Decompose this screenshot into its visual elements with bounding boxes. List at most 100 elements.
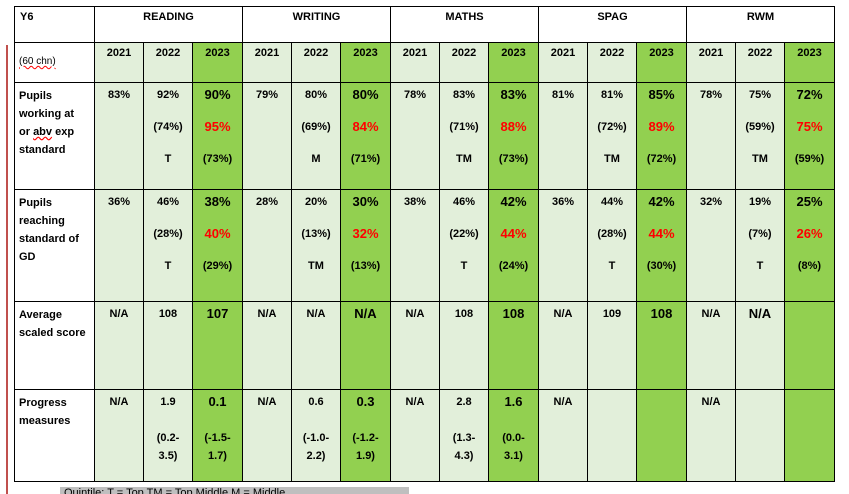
row-label-line: standard of [19,233,79,245]
cell-value: 19% [748,196,772,208]
cell-spag-2022: 44% (28%) T [587,189,637,302]
row-label-line: Pupils [19,90,53,102]
cell-value: 75% [796,119,823,134]
cell-value: 109 [602,308,622,320]
cell-value: N/A [748,306,772,321]
cell-value: (0.2- [156,432,180,444]
cell-value: 42% [648,194,675,209]
cell-writing-2023: 0.3 (-1.2- 1.9) [340,389,391,482]
row-label-expected-standard: Pupils working at or abv exp standard [14,82,95,190]
cell-value: 38% [403,196,427,208]
cell-value: 4.3) [454,450,474,462]
cell-rwm-2021: N/A [686,389,736,482]
cell-writing-2021: 79% [242,82,292,190]
cell-rwm-2021: 32% [686,189,736,302]
year-heading-spag-2023: 2023 [636,42,687,83]
cell-rwm-2021: N/A [686,301,736,390]
cell-value: 46% [156,196,180,208]
cell-value: TM [456,153,472,165]
cell-maths-2021: 78% [390,82,440,190]
cell-value [489,412,538,428]
row-label-line: measures [19,415,71,427]
cell-value: N/A [257,308,277,320]
row-label-line: Progress [19,397,67,409]
cell-reading-2023: 38% 40% (29%) [192,189,243,302]
row-progress-measures: Progress measures N/A 1.9 (0.2- 3.5) 0.1 (-1.… [14,389,835,482]
cell-value: T [460,260,468,272]
cell-value: 46% [452,196,476,208]
subject-heading-rwm: RWM [686,6,835,43]
cell-value: TM [604,153,620,165]
row-label-line: scaled score [19,327,86,339]
cell-value: (28%) [153,228,183,240]
cell-maths-2022: 46% (22%) T [439,189,489,302]
cell-value: 44% [600,196,624,208]
cell-writing-2021: N/A [242,389,292,482]
cell-writing-2023: 80% 84% (71%) [340,82,391,190]
cell-value: 108 [650,306,673,321]
cell-maths-2022: 108 [439,301,489,390]
cell-rwm-2023: 72% 75% (59%) [784,82,835,190]
cell-reading-2022: 92% (74%) T [143,82,193,190]
cell-rwm-2022: 19% (7%) T [735,189,785,302]
year-heading-writing-2021: 2021 [242,42,292,83]
row-scaled-score: Average scaled score N/A 108 107 N/A N/A N/A N/A… [14,301,835,390]
row-label-line: or abv exp [19,126,75,138]
cell-value: TM [308,260,324,272]
cell-maths-2021: 38% [390,189,440,302]
row-label-line: Pupils [19,197,53,209]
cell-maths-2022: 2.8 (1.3- 4.3) [439,389,489,482]
cell-maths-2021: N/A [390,389,440,482]
cell-value: TM [752,153,768,165]
row-label-line: GD [19,251,36,263]
year-heading-maths-2023: 2023 [488,42,539,83]
cell-value: 95% [204,119,231,134]
cell-reading-2023: 90% 95% (73%) [192,82,243,190]
cell-value: N/A [701,308,721,320]
year-heading-rwm-2022: 2022 [735,42,785,83]
cell-writing-2022: 80% (69%) M [291,82,341,190]
cell-value: 75% [748,89,772,101]
subject-header-row: Y6 READING WRITING MATHS SPAG RWM [14,6,835,43]
cell-value: 72% [796,87,823,102]
cell-value: (-1.0- [302,432,330,444]
cell-reading-2022: 1.9 (0.2- 3.5) [143,389,193,482]
cell-value: N/A [405,308,425,320]
cell-value: 3.1) [504,450,523,462]
cell-value: N/A [257,396,277,408]
cell-rwm-2023: 25% 26% (8%) [784,189,835,302]
row-label-line: Average [19,309,63,321]
cell-value: N/A [553,308,573,320]
cell-value: 0.3 [356,394,375,409]
cell-spag-2023: 85% 89% (72%) [636,82,687,190]
cell-reading-2021: 36% [94,189,144,302]
results-table: Y6 READING WRITING MATHS SPAG RWM (60 ch… [14,6,835,482]
row-label-progress-measures: Progress measures [14,389,95,482]
cell-value: 0.6 [308,396,324,408]
cell-value: N/A [109,308,129,320]
cell-value [341,412,390,428]
cell-value: (13%) [350,260,381,272]
cell-value: T [164,153,172,165]
cell-value: 44% [648,226,675,241]
cell-value: (74%) [153,121,183,133]
cell-value: (30%) [646,260,677,272]
cell-writing-2023: 30% 32% (13%) [340,189,391,302]
cell-value: (72%) [646,153,677,165]
cell-value: (0.0- [502,432,525,444]
cell-value: 107 [206,306,229,321]
cell-value: 79% [255,89,279,101]
cell-value: 44% [500,226,527,241]
cell-value: 36% [107,196,131,208]
cell-value: (1.3- [452,432,476,444]
cell-reading-2022: 46% (28%) T [143,189,193,302]
cell-value: 81% [600,89,624,101]
subject-heading-maths: MATHS [390,6,539,43]
cell-writing-2022: 20% (13%) TM [291,189,341,302]
cell-reading-2021: N/A [94,389,144,482]
cell-value: (72%) [597,121,627,133]
cell-value: 3.5) [158,450,178,462]
cell-spag-2023: 42% 44% (30%) [636,189,687,302]
cell-reading-2023: 0.1 (-1.5- 1.7) [192,389,243,482]
cell-spag-2022 [587,389,637,482]
